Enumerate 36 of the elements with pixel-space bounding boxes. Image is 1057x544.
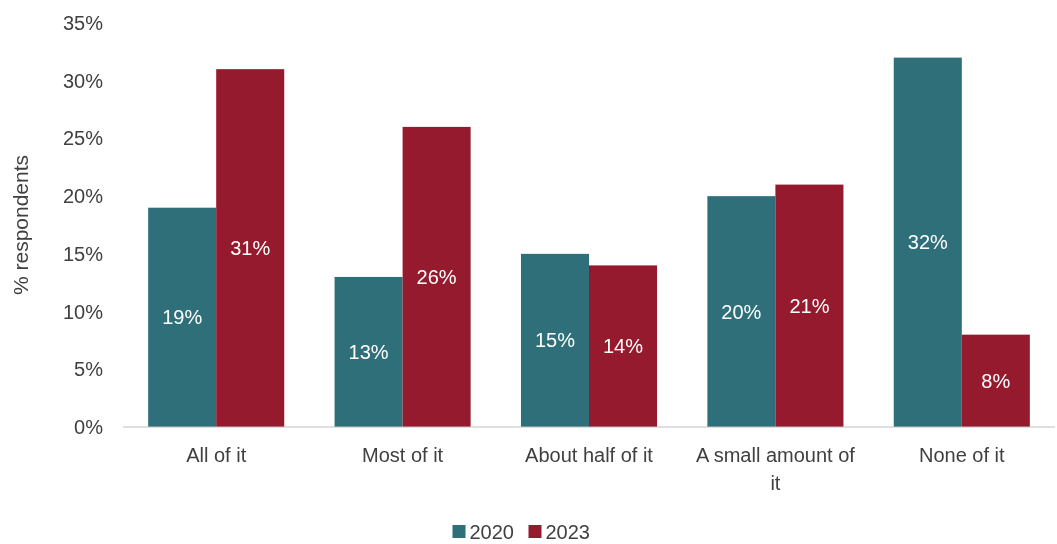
data-label: 32% xyxy=(907,231,949,254)
data-label: 8% xyxy=(981,369,1011,392)
bar xyxy=(334,276,403,427)
data-label: 14% xyxy=(603,335,644,358)
y-tick-label: 5% xyxy=(74,358,104,381)
x-tick-label: All of it xyxy=(186,444,247,466)
bar xyxy=(893,57,962,427)
data-label: 13% xyxy=(348,340,389,363)
x-tick-label: About half of it xyxy=(525,444,654,466)
y-tick-label: 15% xyxy=(62,242,104,265)
y-tick-label: 20% xyxy=(62,185,104,208)
y-axis-title: % respondents xyxy=(9,154,32,296)
bar xyxy=(402,126,471,427)
legend-label: 2023 xyxy=(545,521,590,543)
y-tick-label: 30% xyxy=(62,69,104,92)
x-tick-label: Most of it xyxy=(362,444,444,466)
data-label: 31% xyxy=(230,237,271,260)
bar xyxy=(520,253,589,427)
bar xyxy=(961,334,1030,427)
data-label: 15% xyxy=(534,329,576,352)
data-label: 21% xyxy=(789,294,830,317)
bar xyxy=(775,184,844,427)
x-tick-label: A small amount of it xyxy=(695,444,856,494)
y-tick-label: 35% xyxy=(62,12,104,34)
data-label: 26% xyxy=(416,265,457,288)
data-label: 19% xyxy=(162,306,203,329)
y-tick-label: 10% xyxy=(62,300,104,323)
legend-label: 2020 xyxy=(469,521,514,543)
data-label: 20% xyxy=(721,300,762,323)
bar xyxy=(707,196,776,427)
bar xyxy=(589,265,658,427)
x-tick-label: None of it xyxy=(919,444,1006,466)
y-tick-label: 25% xyxy=(62,127,104,150)
bar xyxy=(148,207,217,427)
y-tick-label: 0% xyxy=(74,416,104,438)
bar xyxy=(216,69,285,427)
